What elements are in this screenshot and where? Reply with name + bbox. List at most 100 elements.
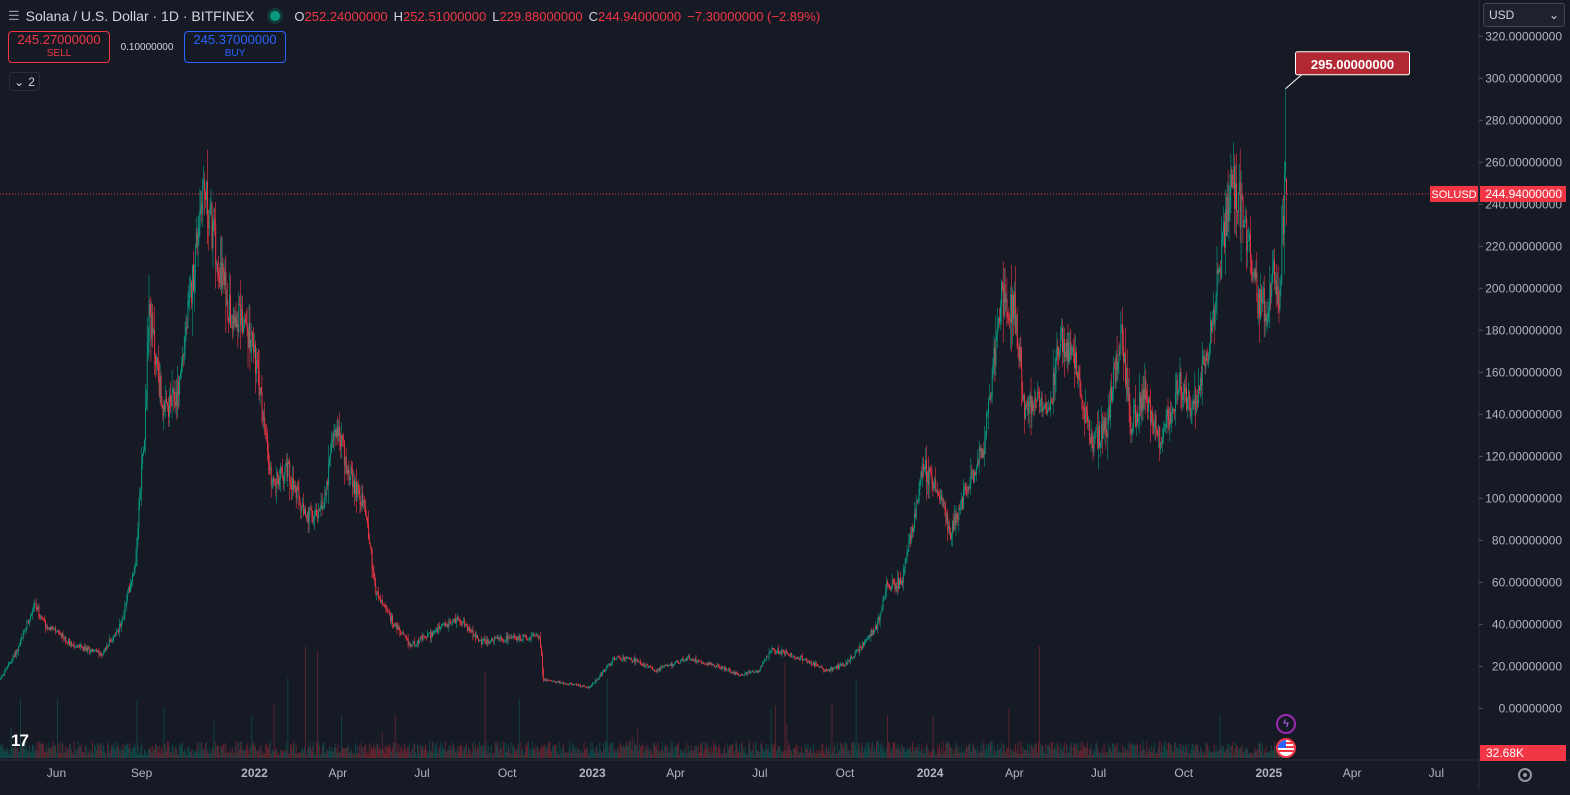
candle-body	[810, 662, 811, 663]
volume-bar	[397, 743, 398, 758]
volume-bar	[337, 744, 338, 758]
volume-bar	[942, 754, 943, 758]
volume-bar	[876, 742, 877, 758]
volume-bar	[977, 747, 978, 758]
volume-bar	[70, 744, 71, 758]
candle-body	[123, 618, 124, 619]
candle-body	[852, 657, 853, 658]
candle-body	[162, 404, 163, 406]
candle-body	[445, 623, 446, 625]
volume-bar	[896, 750, 897, 758]
settings-gear-icon[interactable]	[1518, 768, 1532, 782]
volume-bar	[941, 748, 942, 758]
candle-body	[1190, 401, 1191, 416]
volume-bar	[871, 750, 872, 758]
volume-bar	[51, 749, 52, 758]
tradingview-logo-icon[interactable]: 17	[11, 731, 28, 751]
lightning-event-icon[interactable]: ϟ	[1276, 714, 1296, 734]
volume-bar	[1037, 752, 1038, 758]
menu-icon[interactable]: ☰	[8, 8, 20, 24]
volume-bar	[365, 744, 366, 758]
buy-button[interactable]: 245.37000000 BUY	[184, 31, 286, 63]
volume-bar	[235, 746, 236, 758]
candle-body	[17, 650, 18, 651]
volume-bar	[716, 747, 717, 759]
us-flag-event-icon[interactable]	[1276, 738, 1296, 758]
candle-body	[419, 641, 420, 644]
volume-bar	[83, 752, 84, 758]
volume-bar	[1049, 743, 1050, 758]
market-status-dot-icon[interactable]	[270, 11, 280, 21]
volume-bar	[364, 746, 365, 758]
candle-body	[0, 679, 1, 680]
candle-body	[560, 681, 561, 683]
volume-bar	[380, 750, 381, 758]
volume-bar	[759, 752, 760, 758]
volume-bar	[1240, 748, 1241, 758]
candle-body	[346, 457, 347, 467]
volume-bar	[735, 742, 736, 758]
candle-body	[787, 653, 788, 654]
symbol-title[interactable]: Solana / U.S. Dollar · 1D · BITFINEX	[26, 8, 255, 24]
volume-bar	[88, 749, 89, 758]
volume-bar	[223, 744, 224, 758]
volume-bar	[51, 747, 52, 758]
candle-body	[897, 579, 898, 589]
volume-bar	[1065, 755, 1066, 758]
candle-body	[282, 468, 283, 477]
candle-body	[1164, 427, 1165, 428]
volume-bar	[414, 744, 415, 758]
candle-body	[762, 663, 763, 666]
volume-bar	[1097, 746, 1098, 758]
volume-bar	[59, 753, 60, 758]
volume-bar	[817, 755, 818, 759]
volume-bar	[558, 754, 559, 758]
volume-bar	[71, 749, 72, 758]
candle-body	[1064, 339, 1065, 356]
candle-body	[785, 654, 786, 656]
volume-bar	[126, 745, 127, 758]
candle-body	[463, 620, 464, 623]
candle-body	[1252, 272, 1253, 277]
volume-bar	[219, 755, 220, 758]
candle-body	[651, 667, 652, 668]
candle-body	[199, 228, 200, 237]
volume-bar	[384, 746, 385, 758]
volume-bar	[275, 751, 276, 758]
candle-body	[157, 357, 158, 362]
candle-body	[425, 637, 426, 638]
candle-body	[220, 262, 221, 283]
volume-bar	[828, 747, 829, 758]
candle-body	[176, 391, 177, 405]
candle-body	[411, 645, 412, 646]
volume-bar	[63, 744, 64, 758]
candle-body	[653, 670, 654, 671]
candle-body	[396, 623, 397, 626]
volume-bar	[260, 750, 261, 758]
candle-body	[1113, 367, 1114, 391]
sell-button[interactable]: 245.27000000 SELL	[8, 31, 110, 63]
candle-body	[954, 517, 955, 531]
volume-bar	[143, 755, 144, 758]
volume-bar	[1125, 749, 1126, 758]
volume-bar	[693, 750, 694, 758]
candle-body	[64, 637, 65, 639]
volume-bar	[757, 751, 758, 758]
volume-bar	[311, 748, 312, 758]
candle-body	[276, 472, 277, 488]
indicators-collapse-button[interactable]: ⌄ 2	[9, 72, 40, 91]
volume-bar	[912, 742, 913, 758]
volume-bar	[932, 749, 933, 758]
volume-bar	[141, 743, 142, 758]
volume-bar	[807, 749, 808, 758]
volume-bar	[1173, 752, 1174, 758]
currency-select[interactable]: USD ⌄	[1483, 3, 1565, 27]
candle-body	[619, 657, 620, 658]
candle-body	[362, 494, 363, 506]
candle-body	[660, 668, 661, 670]
volume-bar	[501, 748, 502, 758]
candle-body	[379, 597, 380, 598]
candle-body	[1258, 289, 1259, 314]
